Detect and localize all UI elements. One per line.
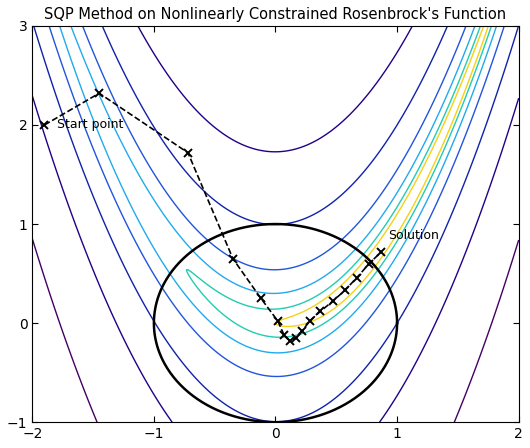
Text: Solution: Solution: [388, 229, 439, 242]
Text: Start point: Start point: [57, 118, 123, 131]
Title: SQP Method on Nonlinearly Constrained Rosenbrock's Function: SQP Method on Nonlinearly Constrained Ro…: [45, 7, 507, 22]
